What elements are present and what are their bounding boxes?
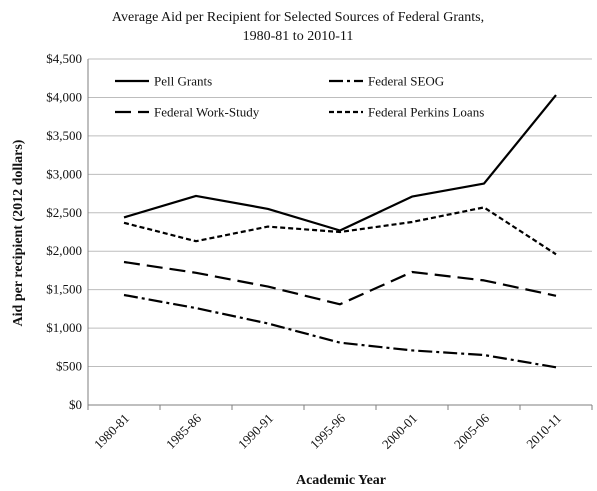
y-tick-label: $4,000 (46, 89, 82, 104)
legend-label: Pell Grants (154, 74, 212, 89)
y-tick-label: $1,000 (46, 320, 82, 335)
chart-subtitle: 1980-81 to 2010-11 (243, 29, 354, 44)
x-tick-label: 1980-81 (91, 411, 132, 452)
y-tick-label: $2,000 (46, 243, 82, 258)
y-tick-label: $4,500 (46, 51, 82, 66)
legend-item-federal-seog: Federal SEOG (329, 74, 444, 89)
legend-item-federal-perkins-loans: Federal Perkins Loans (329, 105, 484, 120)
x-tick-label: 2010-11 (523, 411, 564, 452)
legend-label: Federal Work-Study (154, 105, 260, 120)
series-line-federal-work-study (123, 260, 557, 306)
legend-label: Federal SEOG (368, 74, 444, 89)
x-tick-label: 2000-01 (379, 411, 420, 452)
x-tick-label: 1995-96 (307, 410, 349, 452)
series-line-pell-grants (123, 94, 557, 232)
y-tick-label: $3,000 (46, 166, 82, 181)
y-tick-label: $1,500 (46, 282, 82, 297)
chart-title: Average Aid per Recipient for Selected S… (112, 10, 484, 25)
series-lines (123, 94, 557, 369)
x-tick-label: 2005-06 (451, 410, 493, 452)
legend-item-federal-work-study: Federal Work-Study (115, 105, 260, 120)
y-axis-label: Aid per recipient (2012 dollars) (11, 139, 26, 326)
y-tick-label: $2,500 (46, 205, 82, 220)
x-axis-ticks: 1980-81 1985-86 1990-91 1995-96 2000-01 2005-… (87, 405, 593, 452)
gridlines (88, 58, 592, 406)
legend: Pell Grants Federal SEOG Federal Work-Stud… (115, 74, 484, 120)
legend-item-pell-grants: Pell Grants (115, 74, 212, 89)
axes (87, 59, 592, 406)
y-tick-label: $0 (69, 397, 82, 412)
x-tick-label: 1985-86 (163, 410, 205, 452)
x-tick-label: 1990-91 (235, 411, 276, 452)
y-tick-label: $500 (56, 359, 82, 374)
series-line-federal-seog (123, 293, 557, 369)
y-tick-label: $3,500 (46, 128, 82, 143)
x-axis-label: Academic Year (296, 473, 386, 488)
legend-label: Federal Perkins Loans (368, 105, 484, 120)
y-axis-ticks: $0 $500 $1,000 $1,500 $2,000 $2,500 $3,000 $3,5… (46, 51, 82, 412)
series-line-federal-perkins-loans (123, 206, 557, 256)
